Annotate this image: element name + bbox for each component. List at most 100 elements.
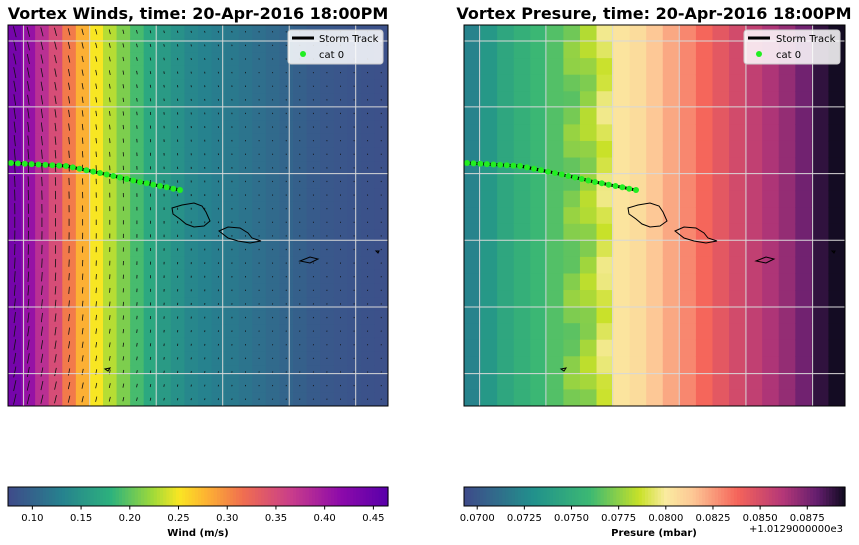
heatmap-cell <box>530 124 548 142</box>
colorbar-segment <box>194 487 199 506</box>
storm-track-point <box>626 185 633 192</box>
wind-vector-arrow <box>108 42 111 48</box>
heatmap-cell <box>729 356 747 374</box>
heatmap-cell <box>729 124 747 142</box>
wind-vector-arrow <box>54 54 57 64</box>
heatmap-cell <box>745 356 763 374</box>
wind-vector-arrow <box>95 355 98 362</box>
wind-vector-arrow <box>26 394 30 405</box>
wind-vector-arrow <box>67 41 71 50</box>
colorbar-segment <box>217 487 221 506</box>
heatmap-cell <box>530 306 548 324</box>
colorbar-segment <box>220 487 224 506</box>
wind-vector-arrow <box>136 84 138 89</box>
pressure-storm-track <box>464 160 639 193</box>
wind-heatmap-plot: Storm Track cat 0 <box>7 24 389 407</box>
heatmap-cell <box>729 25 747 43</box>
storm-track-point <box>163 184 170 191</box>
wind-vector-arrow <box>54 367 57 377</box>
wind-vector-arrow <box>26 40 30 51</box>
wind-vector-arrow <box>108 70 111 76</box>
wind-vector-arrow <box>54 136 57 145</box>
wind-vector-arrow <box>81 382 84 389</box>
heatmap-cell <box>480 273 498 291</box>
heatmap-cell <box>629 356 647 374</box>
heatmap-cell <box>497 91 515 109</box>
colorbar-segment <box>378 487 383 506</box>
wind-vector-arrow <box>40 367 44 377</box>
heatmap-cell <box>530 74 548 92</box>
colorbar-segment <box>683 487 687 506</box>
pressure-colorbar-frame <box>463 486 846 507</box>
heatmap-cell <box>596 240 614 258</box>
wind-vector-arrow <box>27 312 30 323</box>
colorbar-segment <box>346 487 351 506</box>
heatmap-cell <box>646 306 664 324</box>
colorbar-segment <box>84 487 88 506</box>
colorbar-tick-label: 0.0775 <box>601 513 636 524</box>
colorbar-segment <box>286 487 291 506</box>
colorbar-segment <box>210 487 215 506</box>
heatmap-cell <box>745 190 763 208</box>
colorbar-segment <box>752 487 757 506</box>
heatmap-cell <box>497 207 515 225</box>
pressure-colorbar-label: Presure (mbar) <box>611 528 697 539</box>
colorbar-segment <box>52 487 57 506</box>
colorbar-segment <box>622 487 627 506</box>
wind-storm-track <box>8 160 183 193</box>
heatmap-cell <box>629 140 647 159</box>
colorbar-segment <box>87 487 91 506</box>
colorbar-segment <box>204 487 209 506</box>
colorbar-segment <box>635 487 640 506</box>
heatmap-cell <box>480 41 498 59</box>
wind-vector-arrow <box>149 84 152 88</box>
colorbar-segment <box>610 487 614 506</box>
colorbar-segment <box>521 487 525 506</box>
colorbar-segment <box>822 487 827 506</box>
heatmap-cell <box>530 140 548 159</box>
heatmap-cell <box>579 223 598 241</box>
colorbar-segment <box>556 487 560 506</box>
heatmap-cell <box>712 124 730 142</box>
heatmap-cell <box>480 290 498 308</box>
heatmap-cell <box>745 107 763 125</box>
heatmap-cell <box>464 256 482 275</box>
heatmap-cell <box>563 323 581 341</box>
wind-vector-arrow <box>81 287 84 294</box>
colorbar-segment <box>587 487 592 506</box>
heatmap-cell <box>530 273 548 291</box>
heatmap-cell <box>695 25 714 43</box>
heatmap-cell <box>828 223 845 241</box>
wind-land-outlines <box>103 202 380 372</box>
colorbar-segment <box>99 487 104 506</box>
wind-vector-arrow <box>68 300 70 308</box>
heatmap-cell <box>497 223 515 241</box>
heatmap-cell <box>778 240 796 258</box>
colorbar-segment <box>277 487 281 506</box>
heatmap-cell <box>530 207 548 225</box>
wind-vector-arrow <box>122 342 125 347</box>
heatmap-cell <box>497 124 515 142</box>
colorbar-segment <box>759 487 764 506</box>
heatmap-cell <box>729 91 747 109</box>
heatmap-cell <box>646 91 664 109</box>
heatmap-cell <box>596 290 614 308</box>
colorbar-segment <box>673 487 678 506</box>
colorbar-segment <box>283 487 288 506</box>
colorbar-segment <box>321 487 326 506</box>
heatmap-cell <box>762 389 780 406</box>
colorbar-segment <box>746 487 751 506</box>
heatmap-cell <box>695 273 714 291</box>
wind-vector-arrow <box>40 95 44 105</box>
wind-vector-arrow <box>40 40 44 51</box>
wind-vector-arrow <box>40 122 43 132</box>
colorbar-segment <box>841 487 846 506</box>
heatmap-cell <box>546 290 564 308</box>
heatmap-cell <box>778 174 796 192</box>
colorbar-segment <box>660 487 665 506</box>
heatmap-cell <box>712 41 730 59</box>
wind-vector-arrow <box>27 271 30 282</box>
storm-track-point <box>633 187 639 193</box>
heatmap-cell <box>795 339 813 357</box>
